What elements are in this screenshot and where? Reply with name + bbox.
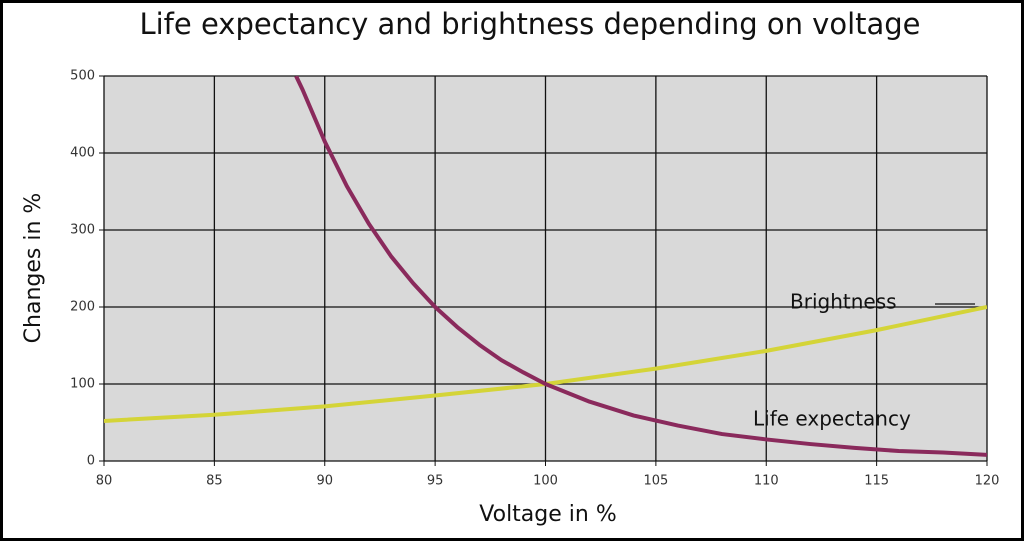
series-label: Brightness [790,290,897,314]
y-tick-label: 200 [70,300,95,315]
x-tick-label: 85 [206,474,223,489]
x-tick-label: 120 [975,474,1000,489]
y-tick-label: 300 [70,223,95,238]
x-tick-label: 115 [864,474,889,489]
x-tick-label: 95 [427,474,444,489]
x-tick-label: 90 [316,474,333,489]
y-axis-label: Changes in % [21,193,46,344]
y-tick-label: 0 [87,454,95,469]
line [294,76,987,457]
y-tick-label: 500 [70,69,95,84]
x-axis-label: Voltage in % [479,502,616,527]
series-label: Life expectancy [753,407,911,431]
x-tick-label: 80 [96,474,113,489]
plot-area: 80 85 90 95 100 105 110 115 120 0 100 200 300 400 500 B… [70,69,999,489]
chart-title: Life expectancy and brightness depending… [139,7,920,41]
x-tick-label: 110 [754,474,779,489]
y-tick-label: 400 [70,146,95,161]
y-tick-label: 100 [70,377,95,392]
x-tick-label: 105 [643,474,668,489]
x-tick-label: 100 [533,474,558,489]
